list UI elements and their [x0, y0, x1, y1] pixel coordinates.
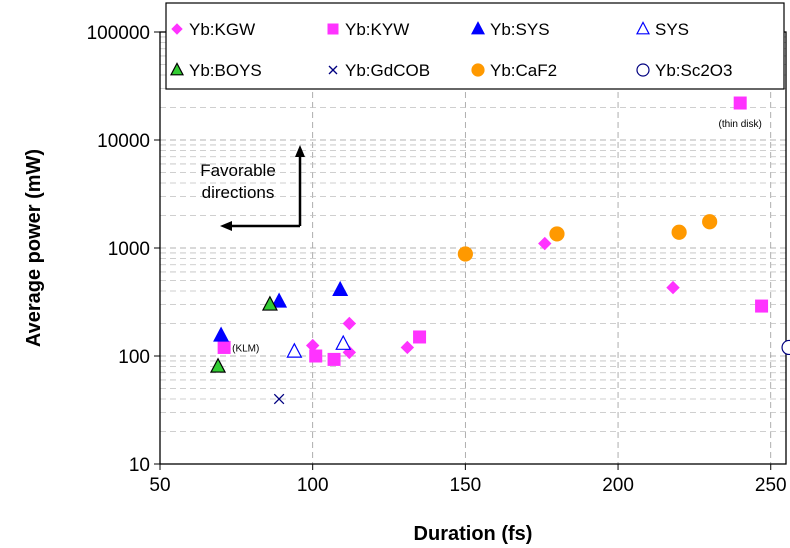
grid [160, 32, 786, 464]
legend-label: Yb:Sc2O3 [655, 61, 733, 80]
x-tick-label: 50 [149, 475, 170, 496]
data-point [342, 316, 357, 331]
data-point [286, 342, 303, 358]
data-point [327, 352, 341, 366]
data-point [755, 299, 769, 313]
x-mark-stroke [328, 65, 338, 75]
x-tick-label: 100 [297, 475, 329, 496]
legend-label: Yb:GdCOB [345, 61, 430, 80]
x-mark-stroke [273, 393, 285, 405]
data-point [671, 224, 687, 240]
legend-marker [327, 23, 339, 35]
data-point [261, 295, 278, 311]
y-tick-label: 10000 [97, 131, 150, 152]
x-tick-label: 150 [450, 475, 482, 496]
legend-marker [170, 62, 184, 76]
data-point [781, 339, 790, 356]
series-yb-gdcob [273, 393, 285, 405]
data-marks [210, 96, 790, 405]
legend-label: Yb:KGW [189, 20, 255, 39]
y-tick-label: 10 [129, 455, 150, 476]
legend-label: SYS [655, 20, 689, 39]
data-point [538, 236, 552, 251]
series-yb-sc2o3 [781, 339, 790, 356]
data-point [457, 246, 473, 262]
data-point [213, 326, 230, 342]
data-point [413, 330, 427, 344]
series-yb-boys [210, 295, 278, 373]
favorable-label-line1: Favorable [200, 161, 276, 180]
data-point [335, 334, 352, 350]
favorable-label-line2: directions [202, 183, 275, 202]
series-yb-sys [213, 280, 349, 342]
data-point [210, 357, 227, 373]
legend-marker [471, 21, 485, 35]
legend-label: Yb:CaF2 [490, 61, 557, 80]
data-point [332, 280, 349, 297]
thin-disk-label: (thin disk) [719, 119, 762, 130]
y-tick-label: 100 [118, 347, 150, 368]
legend-label: Yb:KYW [345, 20, 409, 39]
series-yb-kyw [217, 96, 769, 366]
y-tick-label: 100000 [87, 23, 150, 44]
legend-marker [636, 21, 650, 35]
legend-marker [636, 63, 650, 77]
data-point [666, 280, 680, 295]
legend-marker [471, 63, 485, 77]
data-point [549, 226, 565, 242]
y-axis-title: Average power (mW) [23, 149, 45, 347]
annotations: (thin disk) (KLM) Favorable directions [200, 119, 762, 354]
series-yb-kgw [305, 236, 680, 360]
series-sys [286, 334, 352, 358]
data-point [309, 349, 323, 363]
legend-label: Yb:BOYS [189, 61, 262, 80]
legend-marker [328, 65, 338, 75]
arrow-up-head [295, 145, 305, 157]
data-point [733, 96, 747, 110]
data-point [273, 393, 285, 405]
legend-label: Yb:SYS [490, 20, 550, 39]
series-yb-caf2 [457, 214, 718, 262]
x-axis-title: Duration (fs) [414, 523, 533, 545]
x-tick-label: 200 [602, 475, 634, 496]
y-tick-label: 1000 [108, 239, 150, 260]
data-point [271, 292, 288, 308]
axes: 50 100 150 200 250 10 100 1000 10000 100000 [87, 23, 787, 496]
klm-label: (KLM) [232, 343, 259, 354]
arrow-left-head [220, 221, 232, 231]
data-point [702, 214, 718, 230]
legend: Yb:KGW Yb:KYW Yb:SYS SYS Yb:BOYS Yb:GdCOB Yb:C… [165, 2, 785, 90]
data-point [400, 340, 415, 355]
data-point [217, 340, 231, 354]
x-tick-label: 250 [755, 475, 787, 496]
legend-marker [171, 23, 183, 35]
